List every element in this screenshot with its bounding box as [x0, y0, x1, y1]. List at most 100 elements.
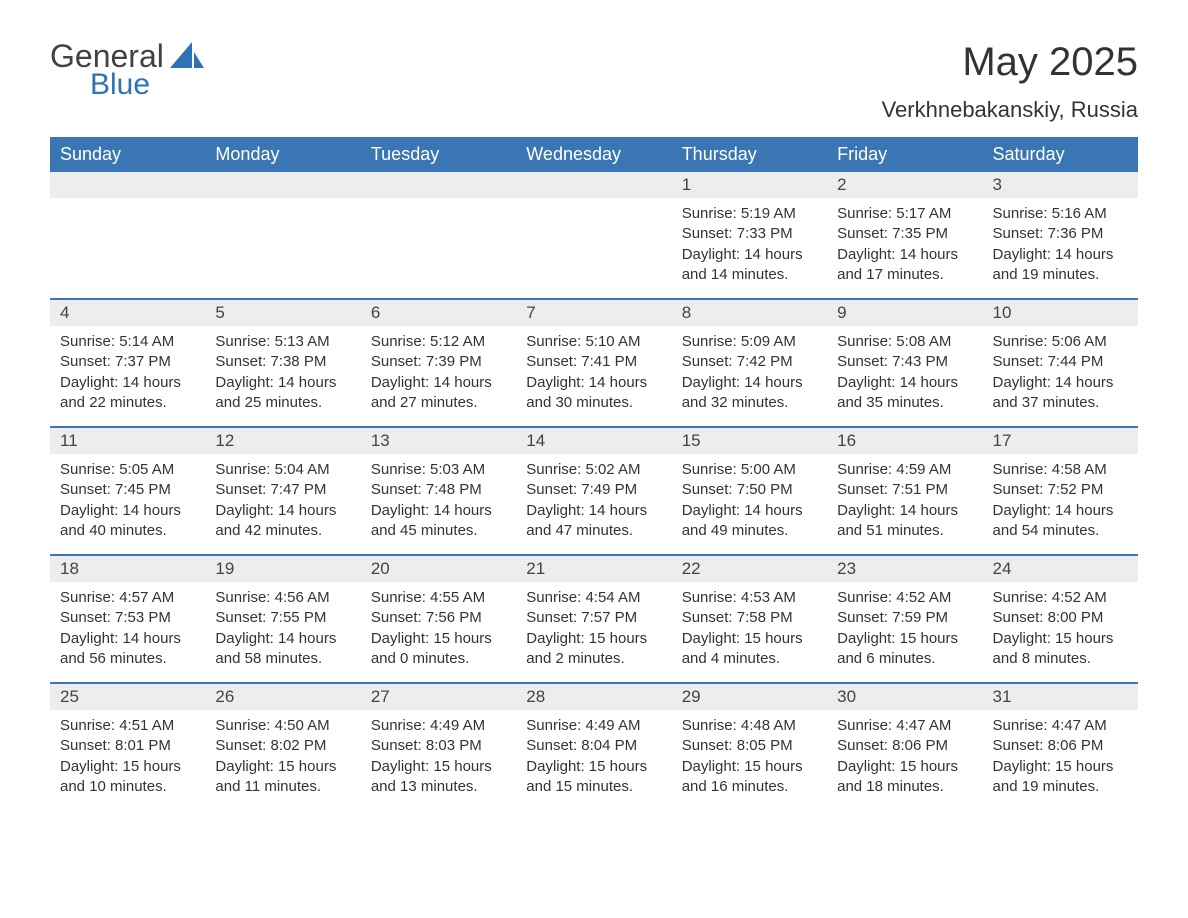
sunrise-text: Sunrise: 4:54 AM	[526, 588, 661, 608]
daylight-text: Daylight: 15 hours and 11 minutes.	[215, 757, 350, 798]
sunrise-text: Sunrise: 4:52 AM	[993, 588, 1128, 608]
sunset-text: Sunset: 7:39 PM	[371, 352, 506, 372]
day-number: 3	[983, 172, 1138, 198]
sunset-text: Sunset: 7:37 PM	[60, 352, 195, 372]
sunset-text: Sunset: 7:47 PM	[215, 480, 350, 500]
daylight-text: Daylight: 14 hours and 42 minutes.	[215, 501, 350, 542]
calendar-cell: 19Sunrise: 4:56 AMSunset: 7:55 PMDayligh…	[205, 556, 360, 682]
sunset-text: Sunset: 8:04 PM	[526, 736, 661, 756]
page-title: May 2025	[882, 40, 1138, 85]
day-number	[50, 172, 205, 198]
day-number	[361, 172, 516, 198]
sunrise-text: Sunrise: 4:57 AM	[60, 588, 195, 608]
daylight-text: Daylight: 14 hours and 17 minutes.	[837, 245, 972, 286]
daylight-text: Daylight: 14 hours and 37 minutes.	[993, 373, 1128, 414]
sunset-text: Sunset: 7:56 PM	[371, 608, 506, 628]
day-number: 30	[827, 684, 982, 710]
daylight-text: Daylight: 14 hours and 19 minutes.	[993, 245, 1128, 286]
calendar-cell: 17Sunrise: 4:58 AMSunset: 7:52 PMDayligh…	[983, 428, 1138, 554]
sunset-text: Sunset: 8:01 PM	[60, 736, 195, 756]
calendar-week: 1Sunrise: 5:19 AMSunset: 7:33 PMDaylight…	[50, 172, 1138, 298]
day-number: 20	[361, 556, 516, 582]
day-number: 12	[205, 428, 360, 454]
calendar-cell: 5Sunrise: 5:13 AMSunset: 7:38 PMDaylight…	[205, 300, 360, 426]
day-number: 5	[205, 300, 360, 326]
calendar-cell: 22Sunrise: 4:53 AMSunset: 7:58 PMDayligh…	[672, 556, 827, 682]
cell-body: Sunrise: 4:52 AMSunset: 8:00 PMDaylight:…	[983, 582, 1138, 679]
sunrise-text: Sunrise: 4:56 AM	[215, 588, 350, 608]
calendar-cell: 21Sunrise: 4:54 AMSunset: 7:57 PMDayligh…	[516, 556, 671, 682]
cell-body: Sunrise: 4:54 AMSunset: 7:57 PMDaylight:…	[516, 582, 671, 679]
logo: General Blue	[50, 40, 204, 102]
sunset-text: Sunset: 8:06 PM	[837, 736, 972, 756]
sunrise-text: Sunrise: 4:58 AM	[993, 460, 1128, 480]
cell-body: Sunrise: 5:10 AMSunset: 7:41 PMDaylight:…	[516, 326, 671, 423]
cell-body: Sunrise: 4:50 AMSunset: 8:02 PMDaylight:…	[205, 710, 360, 807]
cell-body: Sunrise: 4:49 AMSunset: 8:03 PMDaylight:…	[361, 710, 516, 807]
daylight-text: Daylight: 14 hours and 58 minutes.	[215, 629, 350, 670]
cell-body: Sunrise: 4:53 AMSunset: 7:58 PMDaylight:…	[672, 582, 827, 679]
daylight-text: Daylight: 14 hours and 40 minutes.	[60, 501, 195, 542]
weekday-header-row: SundayMondayTuesdayWednesdayThursdayFrid…	[50, 137, 1138, 172]
sunset-text: Sunset: 7:50 PM	[682, 480, 817, 500]
cell-body: Sunrise: 4:52 AMSunset: 7:59 PMDaylight:…	[827, 582, 982, 679]
sunrise-text: Sunrise: 5:03 AM	[371, 460, 506, 480]
daylight-text: Daylight: 15 hours and 13 minutes.	[371, 757, 506, 798]
sunset-text: Sunset: 7:42 PM	[682, 352, 817, 372]
day-number: 9	[827, 300, 982, 326]
calendar-cell: 23Sunrise: 4:52 AMSunset: 7:59 PMDayligh…	[827, 556, 982, 682]
cell-body: Sunrise: 4:47 AMSunset: 8:06 PMDaylight:…	[983, 710, 1138, 807]
day-number: 16	[827, 428, 982, 454]
calendar-week: 18Sunrise: 4:57 AMSunset: 7:53 PMDayligh…	[50, 554, 1138, 682]
sunrise-text: Sunrise: 4:50 AM	[215, 716, 350, 736]
calendar-cell	[516, 172, 671, 298]
daylight-text: Daylight: 14 hours and 25 minutes.	[215, 373, 350, 414]
daylight-text: Daylight: 15 hours and 10 minutes.	[60, 757, 195, 798]
calendar-cell: 31Sunrise: 4:47 AMSunset: 8:06 PMDayligh…	[983, 684, 1138, 810]
sunset-text: Sunset: 8:00 PM	[993, 608, 1128, 628]
calendar-cell: 15Sunrise: 5:00 AMSunset: 7:50 PMDayligh…	[672, 428, 827, 554]
sunset-text: Sunset: 8:02 PM	[215, 736, 350, 756]
calendar-cell: 24Sunrise: 4:52 AMSunset: 8:00 PMDayligh…	[983, 556, 1138, 682]
calendar-cell: 4Sunrise: 5:14 AMSunset: 7:37 PMDaylight…	[50, 300, 205, 426]
sunset-text: Sunset: 7:57 PM	[526, 608, 661, 628]
cell-body: Sunrise: 4:55 AMSunset: 7:56 PMDaylight:…	[361, 582, 516, 679]
sunrise-text: Sunrise: 4:48 AM	[682, 716, 817, 736]
daylight-text: Daylight: 15 hours and 2 minutes.	[526, 629, 661, 670]
cell-body: Sunrise: 5:05 AMSunset: 7:45 PMDaylight:…	[50, 454, 205, 551]
daylight-text: Daylight: 15 hours and 19 minutes.	[993, 757, 1128, 798]
calendar-cell: 16Sunrise: 4:59 AMSunset: 7:51 PMDayligh…	[827, 428, 982, 554]
calendar-cell: 20Sunrise: 4:55 AMSunset: 7:56 PMDayligh…	[361, 556, 516, 682]
sunset-text: Sunset: 7:33 PM	[682, 224, 817, 244]
cell-body: Sunrise: 5:00 AMSunset: 7:50 PMDaylight:…	[672, 454, 827, 551]
calendar-week: 4Sunrise: 5:14 AMSunset: 7:37 PMDaylight…	[50, 298, 1138, 426]
day-number: 10	[983, 300, 1138, 326]
calendar-cell: 26Sunrise: 4:50 AMSunset: 8:02 PMDayligh…	[205, 684, 360, 810]
sunrise-text: Sunrise: 5:16 AM	[993, 204, 1128, 224]
sunset-text: Sunset: 7:51 PM	[837, 480, 972, 500]
sunrise-text: Sunrise: 5:13 AM	[215, 332, 350, 352]
daylight-text: Daylight: 15 hours and 4 minutes.	[682, 629, 817, 670]
cell-body: Sunrise: 5:03 AMSunset: 7:48 PMDaylight:…	[361, 454, 516, 551]
calendar-cell: 12 Sunrise: 5:04 AMSunset: 7:47 PMDayligh…	[205, 428, 360, 554]
header: General Blue May 2025 Verkhnebakanskiy, …	[50, 40, 1138, 123]
weekday-header: Friday	[827, 137, 982, 172]
day-number: 28	[516, 684, 671, 710]
day-number: 2	[827, 172, 982, 198]
sunset-text: Sunset: 7:53 PM	[60, 608, 195, 628]
sunrise-text: Sunrise: 5:08 AM	[837, 332, 972, 352]
calendar-cell: 30Sunrise: 4:47 AMSunset: 8:06 PMDayligh…	[827, 684, 982, 810]
daylight-text: Daylight: 14 hours and 30 minutes.	[526, 373, 661, 414]
sunrise-text: Sunrise: 5:12 AM	[371, 332, 506, 352]
day-number	[205, 172, 360, 198]
daylight-text: Daylight: 14 hours and 54 minutes.	[993, 501, 1128, 542]
sunrise-text: Sunrise: 5:04 AM	[215, 460, 350, 480]
daylight-text: Daylight: 15 hours and 6 minutes.	[837, 629, 972, 670]
daylight-text: Daylight: 14 hours and 56 minutes.	[60, 629, 195, 670]
sunset-text: Sunset: 7:48 PM	[371, 480, 506, 500]
cell-body: Sunrise: 5:08 AMSunset: 7:43 PMDaylight:…	[827, 326, 982, 423]
daylight-text: Daylight: 14 hours and 22 minutes.	[60, 373, 195, 414]
daylight-text: Daylight: 14 hours and 27 minutes.	[371, 373, 506, 414]
calendar-cell: 14Sunrise: 5:02 AMSunset: 7:49 PMDayligh…	[516, 428, 671, 554]
sunrise-text: Sunrise: 4:47 AM	[993, 716, 1128, 736]
